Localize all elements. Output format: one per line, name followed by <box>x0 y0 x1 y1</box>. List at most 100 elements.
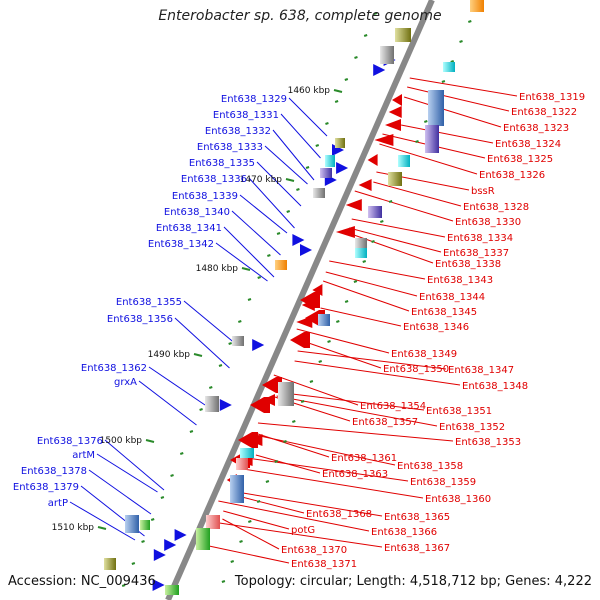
leader-line-reverse <box>218 500 370 532</box>
gene-label-forward: artP <box>48 498 68 509</box>
scale-tick <box>371 240 375 243</box>
gene-label-reverse: Ent638_1370 <box>281 545 347 556</box>
leader-line-forward <box>288 97 328 137</box>
scale-tick <box>300 400 305 403</box>
gene-annotation-box <box>470 0 484 12</box>
leader-line-reverse <box>236 467 424 499</box>
leader-line-forward <box>272 129 315 181</box>
leader-line-forward <box>88 469 152 515</box>
leader-line-reverse <box>297 350 447 370</box>
leader-line-forward <box>239 194 288 234</box>
reverse-gene-arrow <box>300 292 320 308</box>
scale-tick <box>373 12 378 15</box>
scale-tick <box>267 254 271 257</box>
reverse-gene-arrow <box>335 226 355 238</box>
scale-tick <box>221 580 226 583</box>
gene-label-reverse: Ent638_1354 <box>360 401 426 412</box>
gene-label-reverse: Ent638_1345 <box>411 307 477 318</box>
leader-line-reverse <box>257 422 454 442</box>
gene-annotation-box <box>230 475 244 503</box>
gene-annotation-box <box>380 46 394 64</box>
scale-tick <box>141 540 145 543</box>
scale-tick <box>354 56 358 59</box>
scale-tick <box>256 500 261 503</box>
leader-line-reverse <box>236 491 383 517</box>
leader-line-forward <box>215 242 268 282</box>
gene-label-reverse: Ent638_1343 <box>427 275 493 286</box>
reverse-gene-arrow <box>250 397 270 413</box>
leader-line-reverse <box>400 124 494 144</box>
scale-tick <box>305 166 310 169</box>
leader-line-reverse <box>296 328 390 354</box>
scale-tick <box>424 120 428 123</box>
gene-label-reverse: Ent638_1351 <box>426 406 492 417</box>
scale-tick <box>276 232 281 235</box>
gene-label-reverse: Ent638_1344 <box>419 292 485 303</box>
leader-line-forward <box>138 380 197 426</box>
gene-label-forward: Ent638_1356 <box>107 314 173 325</box>
gene-label-reverse: Ent638_1337 <box>443 248 509 259</box>
gene-label-reverse: Ent638_1334 <box>447 233 513 244</box>
scale-tick <box>441 80 446 83</box>
reverse-gene-arrow <box>345 199 362 211</box>
leader-line-reverse <box>204 544 290 564</box>
scale-tick <box>286 210 291 213</box>
scale-tick <box>325 122 329 125</box>
scale-tick <box>318 360 323 363</box>
leader-line-forward <box>280 113 321 159</box>
scale-tick <box>189 430 194 433</box>
leader-line-forward <box>148 366 206 406</box>
map-title: Enterobacter sp. 638, complete genome <box>158 8 442 24</box>
scale-tick <box>344 78 349 81</box>
gene-annotation-box <box>388 172 402 186</box>
gene-label-reverse: Ent638_1323 <box>503 123 569 134</box>
gene-label-forward: Ent638_1335 <box>189 158 255 169</box>
gene-label-forward: Ent638_1376 <box>37 436 103 447</box>
scale-tick <box>247 298 252 301</box>
leader-line-reverse <box>322 280 410 312</box>
leader-line-reverse <box>373 181 462 207</box>
leader-line-forward <box>96 453 158 493</box>
reverse-gene-arrow <box>385 119 401 131</box>
gene-annotation-box <box>275 260 287 270</box>
leader-line-reverse <box>240 456 409 482</box>
gene-label-reverse: Ent638_1330 <box>455 217 521 228</box>
gene-label-reverse: bssR <box>471 186 495 197</box>
gene-label-reverse: Ent638_1350 <box>383 364 449 375</box>
forward-gene-arrow <box>336 162 349 174</box>
gene-label-forward: Ent638_1331 <box>213 110 279 121</box>
leader-line-forward <box>174 317 230 369</box>
gene-annotation-box <box>355 238 367 248</box>
gene-annotation-box <box>428 90 444 126</box>
reverse-gene-arrow <box>392 94 402 106</box>
leader-line-forward <box>183 300 238 346</box>
gene-label-reverse: Ent638_1352 <box>439 422 505 433</box>
gene-annotation-box <box>320 168 332 178</box>
scale-tick <box>334 100 339 103</box>
scale-tick <box>218 364 223 367</box>
gene-label-forward: Ent638_1362 <box>81 363 147 374</box>
gene-annotation-box <box>395 28 411 42</box>
leader-line-reverse <box>222 518 280 550</box>
gene-label-reverse: Ent638_1328 <box>463 202 529 213</box>
genome-summary-text: Topology: circular; Length: 4,518,712 bp… <box>234 574 592 589</box>
scale-tick <box>296 188 300 191</box>
forward-gene-arrow <box>152 579 165 591</box>
gene-label-forward: Ent638_1336 <box>181 174 247 185</box>
gene-label-reverse: Ent638_1361 <box>331 453 397 464</box>
gene-label-forward: artM <box>72 450 95 461</box>
gene-annotation-box <box>205 396 219 412</box>
scale-tick <box>415 140 419 143</box>
leader-line-reverse <box>320 307 402 327</box>
gene-annotation-box <box>325 155 335 167</box>
leader-line-forward <box>104 439 165 491</box>
scale-tick <box>315 144 320 147</box>
gene-label-reverse: Ent638_1365 <box>384 512 450 523</box>
scale-tick <box>459 40 463 43</box>
leader-line-forward <box>248 177 295 229</box>
scale-tick <box>131 562 136 565</box>
gene-label-reverse: Ent638_1359 <box>410 477 476 488</box>
gene-annotation-box <box>104 558 116 570</box>
